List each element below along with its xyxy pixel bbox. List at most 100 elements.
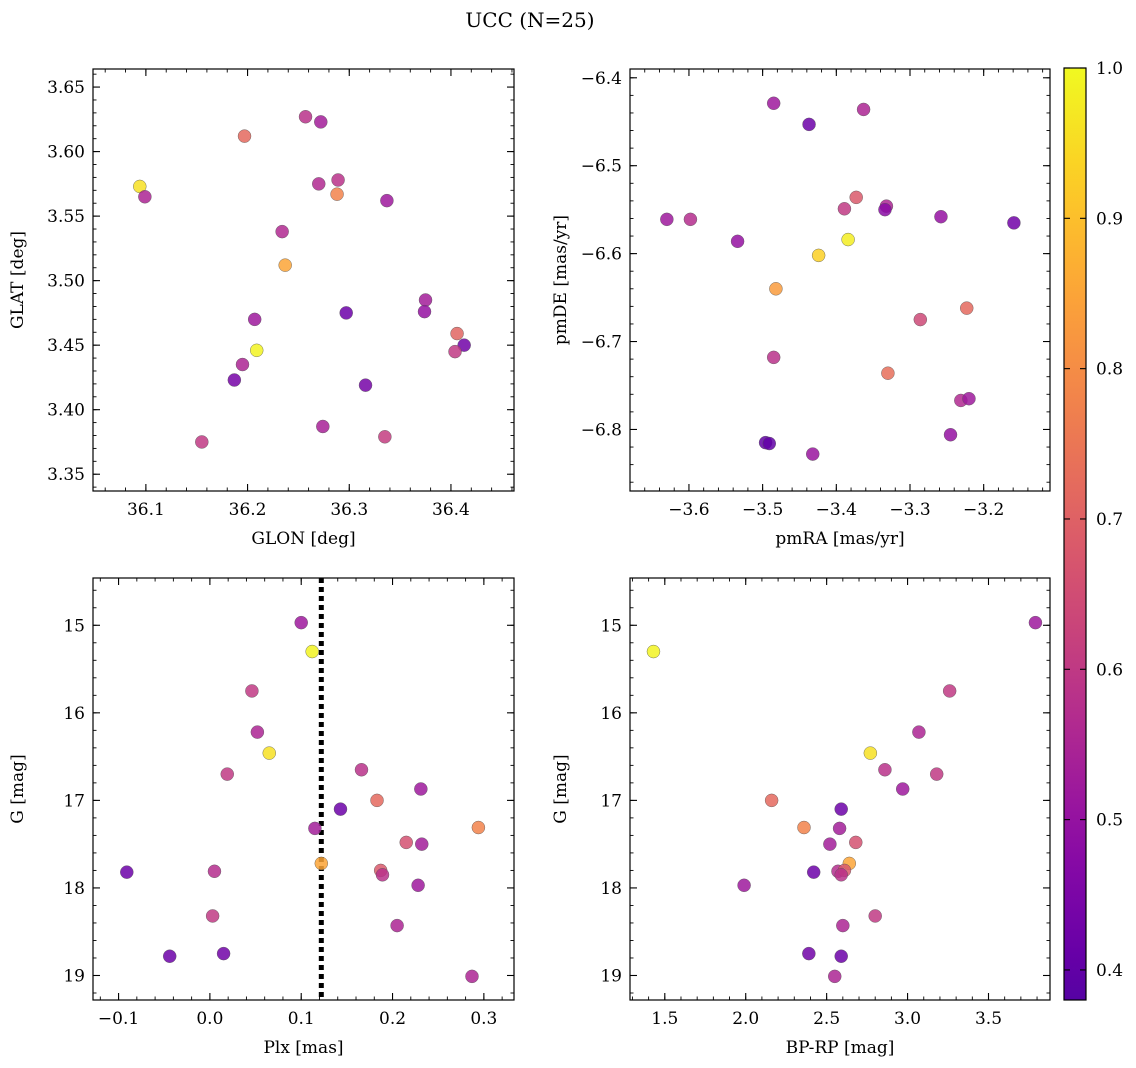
data-point (330, 187, 344, 201)
y-tick-label: 3.65 (47, 78, 85, 98)
data-point (120, 865, 134, 879)
data-point (278, 258, 292, 272)
data-point (1007, 216, 1021, 230)
colorbar-tick-label: 0.8 (1096, 360, 1123, 380)
colorbar-tick-label: 0.5 (1096, 811, 1123, 831)
x-tick-label: −3.6 (668, 500, 709, 520)
data-point (216, 946, 231, 961)
data-point (962, 391, 976, 406)
data-point (227, 373, 242, 387)
y-tick-label: −6.4 (581, 69, 622, 89)
y-tick-label: 16 (600, 704, 622, 724)
axes-frame (629, 68, 1051, 492)
y-tick-label: 3.45 (47, 336, 85, 356)
y-tick-label: 3.55 (47, 207, 85, 227)
x-tick-label: 3.5 (975, 1009, 1002, 1029)
data-point (339, 306, 353, 320)
y-tick-label: −6.5 (581, 157, 622, 177)
x-tick-label: 0.2 (379, 1009, 406, 1029)
data-point (163, 949, 177, 963)
y-tick-label: 3.60 (47, 143, 85, 163)
y-tick-label: 15 (63, 616, 85, 636)
x-tick-label: 0.1 (288, 1009, 315, 1029)
scatter-points (660, 96, 1021, 461)
data-point (841, 232, 855, 247)
x-tick-label: 36.2 (229, 500, 267, 520)
y-tick-label: −6.8 (581, 420, 622, 440)
x-tick-label: 36.3 (330, 500, 368, 520)
data-point (390, 918, 404, 933)
data-point (399, 835, 413, 850)
x-tick-label: 0.0 (196, 1009, 223, 1029)
data-point (837, 202, 852, 216)
data-point (878, 202, 892, 217)
panel-plx-g: −0.1 0.0 0.1 0.2 0.3 15 16 17 18 19 Plx [mas] G [ma… (8, 577, 515, 1058)
data-point (934, 209, 948, 224)
x-tick-label: −3.2 (963, 500, 1004, 520)
x-tick-label: −3.3 (889, 500, 930, 520)
data-point (331, 173, 345, 187)
data-point (806, 865, 821, 879)
data-point (834, 868, 848, 882)
data-point (314, 856, 329, 871)
data-point (247, 312, 262, 327)
data-point (868, 909, 882, 923)
data-point (415, 837, 429, 851)
y-axis-label: G [mag] (8, 754, 28, 823)
data-point (730, 234, 745, 249)
data-point (856, 102, 871, 117)
data-point (450, 326, 464, 341)
data-point (411, 878, 425, 893)
data-point (849, 835, 863, 850)
data-point (448, 344, 462, 359)
data-point (250, 343, 264, 358)
axes-frame (92, 68, 515, 492)
data-point (262, 746, 276, 760)
data-point (802, 117, 816, 132)
data-point (834, 802, 848, 816)
y-tick-label: 16 (63, 704, 85, 724)
scatter-points (133, 110, 471, 449)
colorbar-gradient (1063, 67, 1087, 1001)
x-axis-label: Plx [mas] (263, 1038, 343, 1058)
data-point (834, 949, 848, 963)
data-point (881, 366, 895, 380)
data-point (766, 96, 781, 110)
data-point (205, 909, 220, 923)
x-tick-label: 1.5 (651, 1009, 678, 1029)
data-point (960, 301, 974, 315)
data-point (646, 644, 661, 659)
colorbar-tick-label: 0.7 (1096, 510, 1123, 530)
data-point (298, 110, 313, 124)
data-point (308, 821, 322, 836)
data-point (305, 644, 319, 659)
data-point (896, 782, 910, 796)
data-point (863, 746, 878, 760)
colorbar: 0.4 0.5 0.6 0.7 0.8 0.9 1.0 (1063, 59, 1123, 1001)
data-point (849, 190, 863, 205)
x-tick-label: 0.3 (470, 1009, 497, 1029)
data-point (943, 428, 958, 442)
data-point (414, 782, 428, 796)
x-axis-label: pmRA [mas/yr] (775, 529, 904, 549)
data-point (769, 282, 783, 296)
data-point (235, 357, 250, 372)
data-point (314, 115, 328, 129)
x-tick-label: 36.1 (127, 500, 165, 520)
panel-bprp-g: 1.5 2.0 2.5 3.0 3.5 15 16 17 18 19 BP-RP [mag] G [m… (551, 577, 1051, 1058)
figure-title: UCC (N=25) (465, 8, 594, 32)
x-tick-label: −0.1 (98, 1009, 139, 1029)
data-point (275, 224, 289, 239)
data-point (811, 248, 826, 263)
data-point (823, 837, 837, 851)
x-tick-label: 2.0 (732, 1009, 759, 1029)
data-point (138, 190, 152, 204)
y-axis-label: pmDE [mas/yr] (551, 215, 571, 345)
data-point (195, 435, 209, 449)
y-axis-label: GLAT [deg] (8, 231, 28, 329)
y-tick-label: 19 (63, 966, 85, 986)
panel-glon-glat: 36.1 36.2 36.3 36.4 3.35 3.40 3.45 3.50 3.55 3.60… (8, 68, 515, 549)
data-point (417, 304, 432, 319)
data-point (1028, 615, 1043, 630)
data-point (878, 763, 892, 777)
